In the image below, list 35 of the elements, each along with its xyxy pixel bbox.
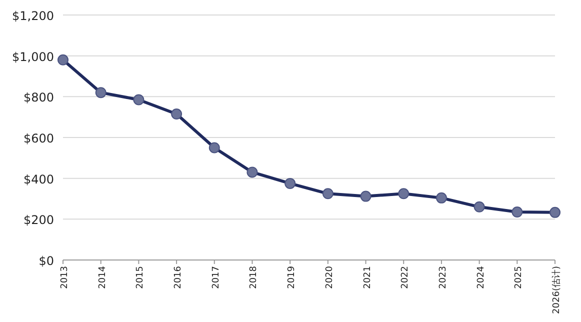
x-tick-label: 2018 <box>249 266 260 289</box>
point <box>436 192 447 204</box>
y-tick-label: $400 <box>23 172 54 186</box>
y-tick-label: $600 <box>23 132 54 146</box>
x-tick-label: 2013 <box>60 266 70 289</box>
x-tick-label: 2024 <box>476 266 486 289</box>
y-tick-label: $200 <box>23 213 54 228</box>
point <box>171 108 182 120</box>
point <box>246 166 258 178</box>
x-tick-label: 2020 <box>324 266 335 289</box>
y-tick-label: $800 <box>23 90 54 105</box>
point <box>208 142 220 154</box>
x-tick-label: 2023 <box>438 266 448 289</box>
point <box>474 201 485 212</box>
point <box>58 54 68 66</box>
point <box>550 206 560 218</box>
point <box>322 188 334 200</box>
x-tick-label: 2014 <box>98 266 108 289</box>
x-tick-label: 2015 <box>136 266 146 289</box>
point <box>95 87 106 98</box>
x-tick-label: 2022 <box>400 266 411 289</box>
point <box>398 188 410 200</box>
point <box>360 190 372 202</box>
x-tick-label: 2016 <box>174 266 184 289</box>
y-tick-label: $1,000 <box>12 50 54 64</box>
x-tick-label: 2026(估计) <box>551 266 562 314</box>
point <box>284 178 296 189</box>
x-tick-label: 2019 <box>287 266 298 289</box>
y-tick-label: $0 <box>38 254 54 268</box>
point <box>133 94 144 106</box>
x-tick-label: 2021 <box>362 266 373 289</box>
y-tick-label: $1,200 <box>12 9 54 23</box>
x-tick-label: 2017 <box>211 266 222 289</box>
point <box>512 206 523 218</box>
x-tick-label: 2025 <box>514 266 524 289</box>
